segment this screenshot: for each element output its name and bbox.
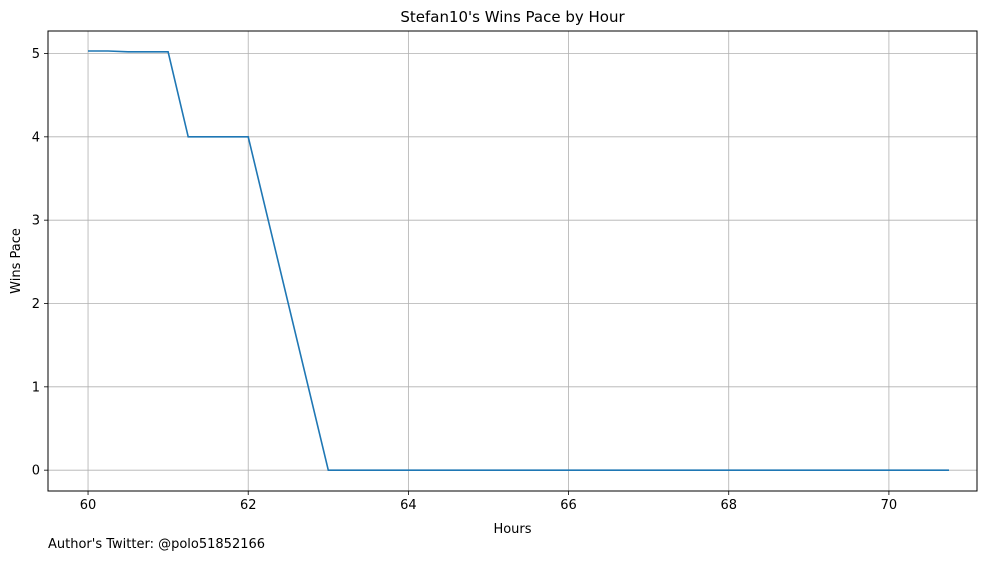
x-tick-label: 64 (400, 498, 417, 513)
y-tick-label: 5 (32, 47, 40, 62)
y-tick-label: 3 (32, 214, 40, 229)
x-tick-label: 68 (720, 498, 737, 513)
y-axis-ticks: 0 1 2 3 4 5 (32, 47, 48, 479)
x-axis-ticks: 60 62 64 66 68 70 (80, 491, 897, 513)
x-tick-label: 60 (80, 498, 97, 513)
x-axis-label: Hours (493, 522, 531, 537)
y-axis-label: Wins Pace (9, 228, 24, 294)
y-tick-label: 4 (32, 130, 40, 145)
grid-lines (48, 31, 977, 491)
plot-frame (47, 30, 978, 492)
y-tick-label: 1 (32, 380, 40, 395)
y-tick-label: 0 (32, 464, 40, 479)
x-tick-label: 70 (881, 498, 898, 513)
x-tick-label: 62 (240, 498, 257, 513)
author-credit: Author's Twitter: @polo51852166 (48, 537, 266, 552)
y-tick-label: 2 (32, 297, 40, 312)
chart-title: Stefan10's Wins Pace by Hour (400, 8, 625, 26)
x-tick-label: 66 (560, 498, 577, 513)
series-line (88, 50, 949, 471)
